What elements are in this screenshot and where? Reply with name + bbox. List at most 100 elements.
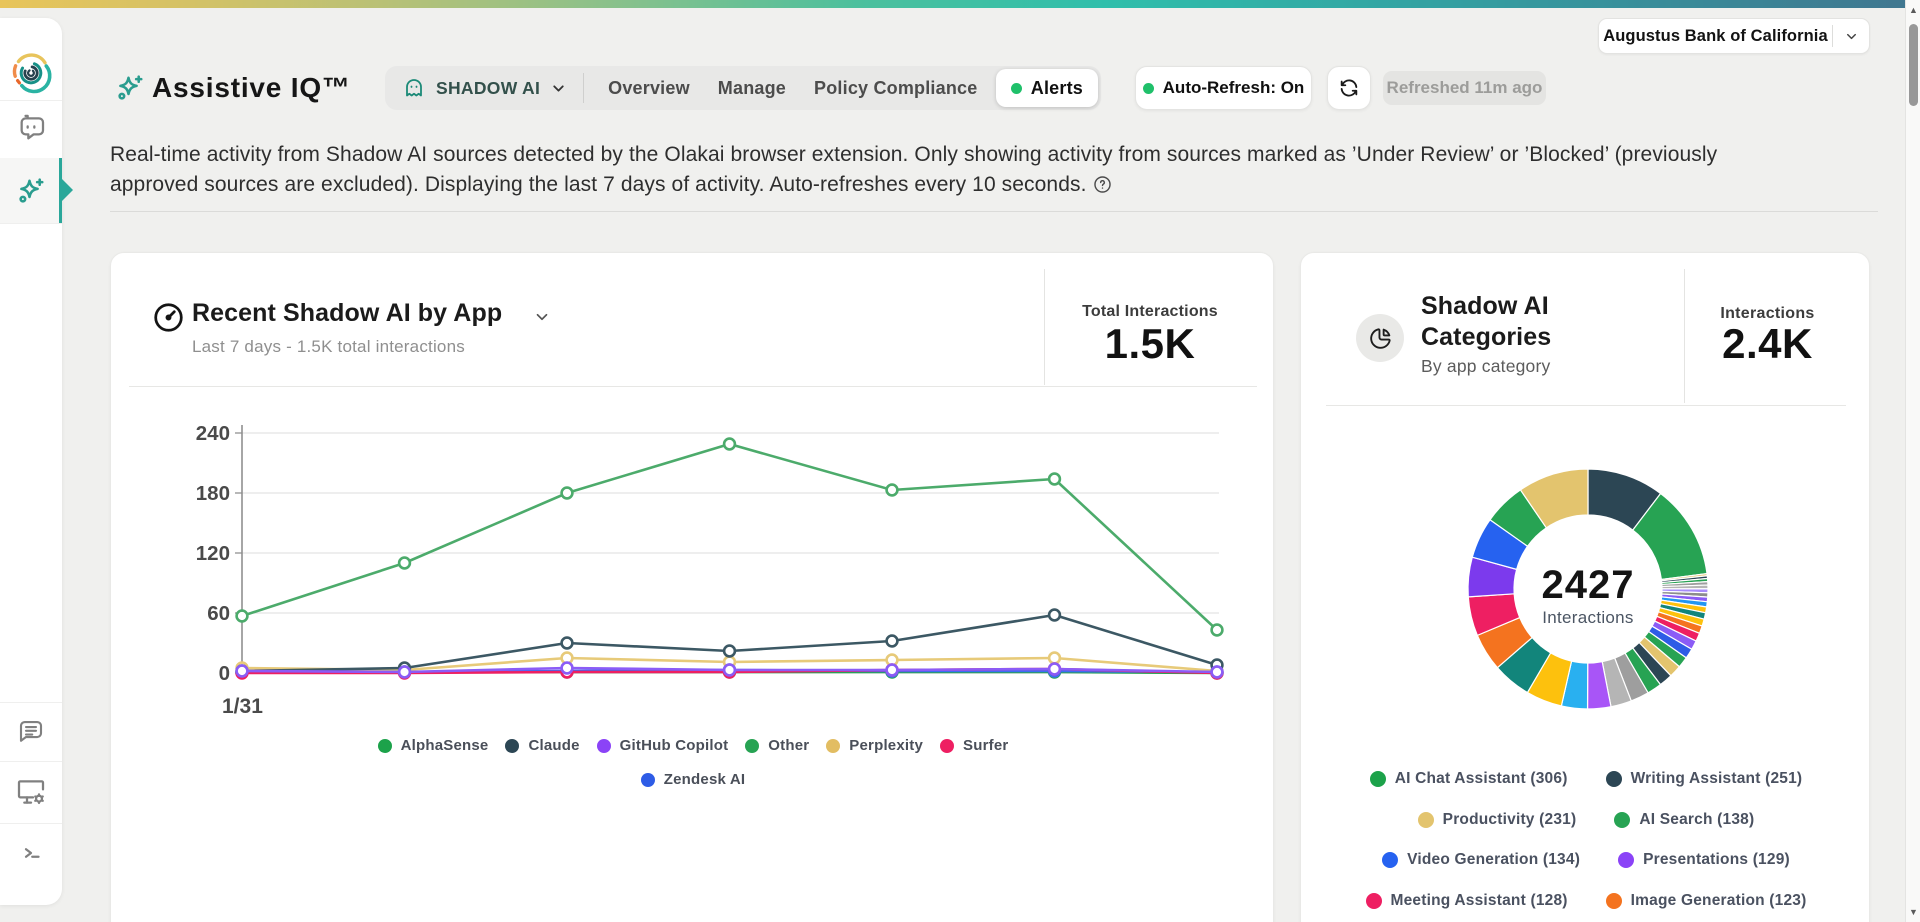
- scrollbar-down-arrow-icon[interactable]: ▼: [1909, 907, 1918, 917]
- legend-item[interactable]: Perplexity: [826, 737, 923, 754]
- legend-item[interactable]: Meeting Assistant (128): [1365, 891, 1568, 910]
- sidebar-item-assistive-iq-active-bg: [0, 158, 62, 223]
- legend-dot: [1618, 852, 1635, 868]
- sidebar-item-chatbot[interactable]: [0, 100, 62, 158]
- tab-alerts[interactable]: Alerts: [995, 69, 1098, 107]
- navbar: SHADOW AI Overview Manage Policy Complia…: [385, 66, 1101, 110]
- auto-refresh-button[interactable]: Auto-Refresh: On: [1135, 66, 1312, 110]
- data-point[interactable]: [1047, 662, 1062, 676]
- legend-item[interactable]: GitHub Copilot: [596, 737, 729, 754]
- data-point[interactable]: [1210, 623, 1224, 637]
- legend-label: Surfer: [963, 737, 1009, 754]
- sidebar-logo[interactable]: [0, 48, 62, 98]
- data-point[interactable]: [722, 663, 737, 677]
- description-line2: approved sources are excluded). Displayi…: [110, 173, 1087, 196]
- legend-label: AlphaSense: [400, 737, 489, 754]
- legend-item[interactable]: AI Search (138): [1614, 811, 1754, 829]
- sidebar-divider: [0, 100, 62, 101]
- total-interactions-label: Total Interactions: [1082, 303, 1218, 320]
- data-point[interactable]: [235, 664, 249, 678]
- data-point[interactable]: [560, 486, 574, 500]
- data-point[interactable]: [1047, 651, 1062, 665]
- legend-item[interactable]: Other: [745, 737, 809, 754]
- refresh-button[interactable]: [1327, 66, 1371, 110]
- legend-item[interactable]: Writing Assistant (251): [1605, 770, 1803, 788]
- shadow-ai-selector[interactable]: SHADOW AI: [385, 76, 567, 100]
- data-point[interactable]: [560, 661, 574, 675]
- legend-item[interactable]: AI Chat Assistant (306): [1369, 770, 1568, 788]
- legend-label: AI Search (138): [1639, 810, 1755, 828]
- left-card-header-divider: [1044, 269, 1045, 385]
- left-card-chevron-icon[interactable]: [533, 308, 551, 331]
- legend-item[interactable]: Image Generation (123): [1605, 891, 1807, 910]
- chatbot-icon: [20, 114, 45, 140]
- data-point[interactable]: [1210, 665, 1224, 679]
- data-point[interactable]: [397, 556, 412, 570]
- right-card-subtitle: By app category: [1421, 356, 1551, 376]
- nav-separator: [583, 73, 585, 103]
- y-tick-label: 0: [219, 662, 230, 685]
- legend-label: Zendesk AI: [663, 771, 746, 788]
- sidebar-divider: [0, 823, 62, 824]
- legend-label: Image Generation (123): [1630, 891, 1807, 909]
- legend-label: Meeting Assistant (128): [1390, 891, 1568, 909]
- legend-dot: [596, 738, 611, 753]
- data-point[interactable]: [885, 634, 899, 648]
- legend-item[interactable]: Presentations (129): [1618, 851, 1790, 869]
- data-point[interactable]: [235, 609, 249, 623]
- legend-label: GitHub Copilot: [619, 737, 729, 754]
- legend-dot: [1417, 811, 1434, 828]
- legend-dot: [1614, 811, 1631, 828]
- sidebar-item-terminal[interactable]: [0, 823, 62, 883]
- donut-segment-productivity[interactable]: [1519, 468, 1589, 529]
- legend-item[interactable]: AlphaSense: [377, 737, 489, 754]
- x-tick-label: 1/31: [222, 695, 263, 718]
- legend-item[interactable]: Video Generation (134): [1382, 851, 1580, 869]
- line-series-alphasense: [235, 437, 1224, 637]
- line-chart: 0 60 120 180 240 1/31: [196, 422, 1224, 718]
- account-chevron: [1833, 29, 1869, 44]
- interactions-value: 2.4K: [1722, 320, 1813, 367]
- total-interactions-value: 1.5K: [1104, 320, 1196, 367]
- chevron-down-icon: [553, 84, 564, 92]
- sidebar-item-device-settings[interactable]: [0, 761, 62, 823]
- donut-center-label: Interactions: [1542, 608, 1634, 627]
- tab-policy-compliance[interactable]: Policy Compliance: [814, 77, 978, 98]
- data-point[interactable]: [1047, 472, 1062, 486]
- data-point[interactable]: [1047, 608, 1062, 622]
- data-point[interactable]: [560, 636, 574, 650]
- sidebar-item-assistive-iq[interactable]: [0, 158, 62, 223]
- tab-overview[interactable]: Overview: [608, 77, 690, 98]
- data-point[interactable]: [885, 663, 899, 677]
- legend-item[interactable]: Zendesk AI: [640, 771, 746, 788]
- top-gradient-bar: [0, 0, 1905, 8]
- legend-label: Perplexity: [849, 737, 924, 754]
- donut-chart: [1467, 468, 1709, 710]
- help-icon[interactable]: [1093, 173, 1112, 203]
- account-selector[interactable]: Augustus Bank of California: [1598, 18, 1870, 54]
- legend-label: Video Generation (134): [1407, 851, 1581, 868]
- data-point[interactable]: [885, 483, 899, 497]
- chevron-down-icon: [1846, 33, 1856, 39]
- data-point[interactable]: [722, 437, 737, 451]
- page-scrollbar[interactable]: ▲ ▼: [1905, 0, 1920, 922]
- legend-label: Claude: [528, 737, 580, 754]
- scrollbar-up-arrow-icon[interactable]: ▲: [1909, 5, 1918, 15]
- legend-item[interactable]: Claude: [505, 737, 579, 754]
- donut-legend-row: Meeting Assistant (128) Image Generation …: [1301, 892, 1871, 910]
- nav-tabs: Overview Manage Policy Compliance Alerts: [594, 66, 1101, 110]
- legend-item[interactable]: Surfer: [940, 737, 1008, 754]
- legend-dot: [1369, 771, 1386, 787]
- right-card-header-divider: [1684, 269, 1685, 403]
- active-indicator-bar: [59, 158, 62, 223]
- line-chart-legend-row2: Zendesk AI: [111, 771, 1275, 788]
- right-card-title: Shadow AI Categories: [1421, 292, 1552, 351]
- scrollbar-thumb[interactable]: [1909, 24, 1918, 106]
- sidebar-item-messages[interactable]: [0, 702, 62, 761]
- left-card-subtitle: Last 7 days - 1.5K total interactions: [192, 337, 465, 356]
- data-point[interactable]: [397, 665, 412, 679]
- tab-manage[interactable]: Manage: [717, 77, 787, 98]
- left-card-divider: [129, 386, 1257, 387]
- legend-item[interactable]: Productivity (231): [1417, 811, 1577, 829]
- data-point[interactable]: [722, 644, 737, 658]
